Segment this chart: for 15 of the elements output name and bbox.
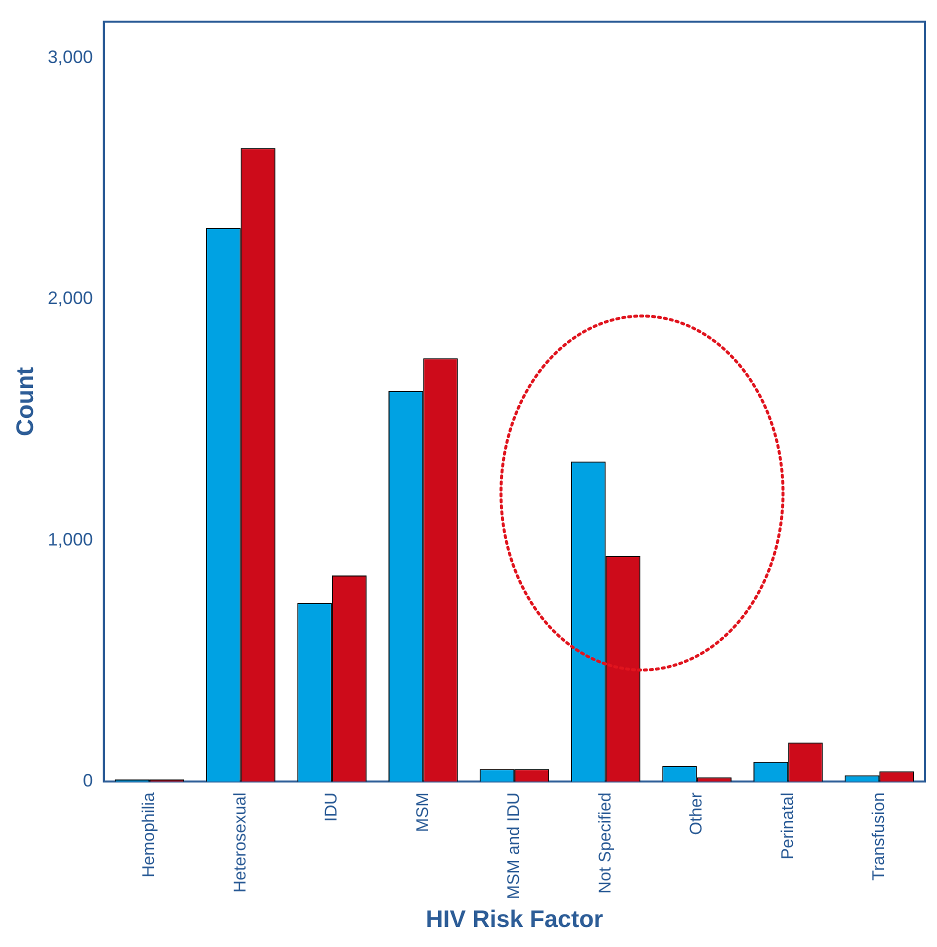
x-tick-label: MSM and IDU (504, 792, 524, 900)
x-axis-title: HIV Risk Factor (426, 906, 604, 934)
x-tick-label: MSM (412, 792, 432, 832)
x-tick-label: Other (686, 792, 706, 835)
y-axis-title: Count (12, 366, 40, 436)
y-tick-label: 0 (82, 770, 93, 790)
x-tick-label: IDU (322, 792, 341, 822)
x-tick-label: Transfusion (869, 792, 888, 881)
x-tick-label: Perinatal (778, 792, 797, 860)
y-tick-label: 3,000 (48, 46, 93, 67)
y-tick-label: 1,000 (48, 529, 93, 550)
x-tick-label: Not Specified (595, 792, 614, 894)
y-tick-label: 2,000 (48, 288, 93, 308)
x-tick-label: Hemophilia (139, 792, 158, 878)
x-tick-label: Heterosexual (230, 792, 250, 893)
